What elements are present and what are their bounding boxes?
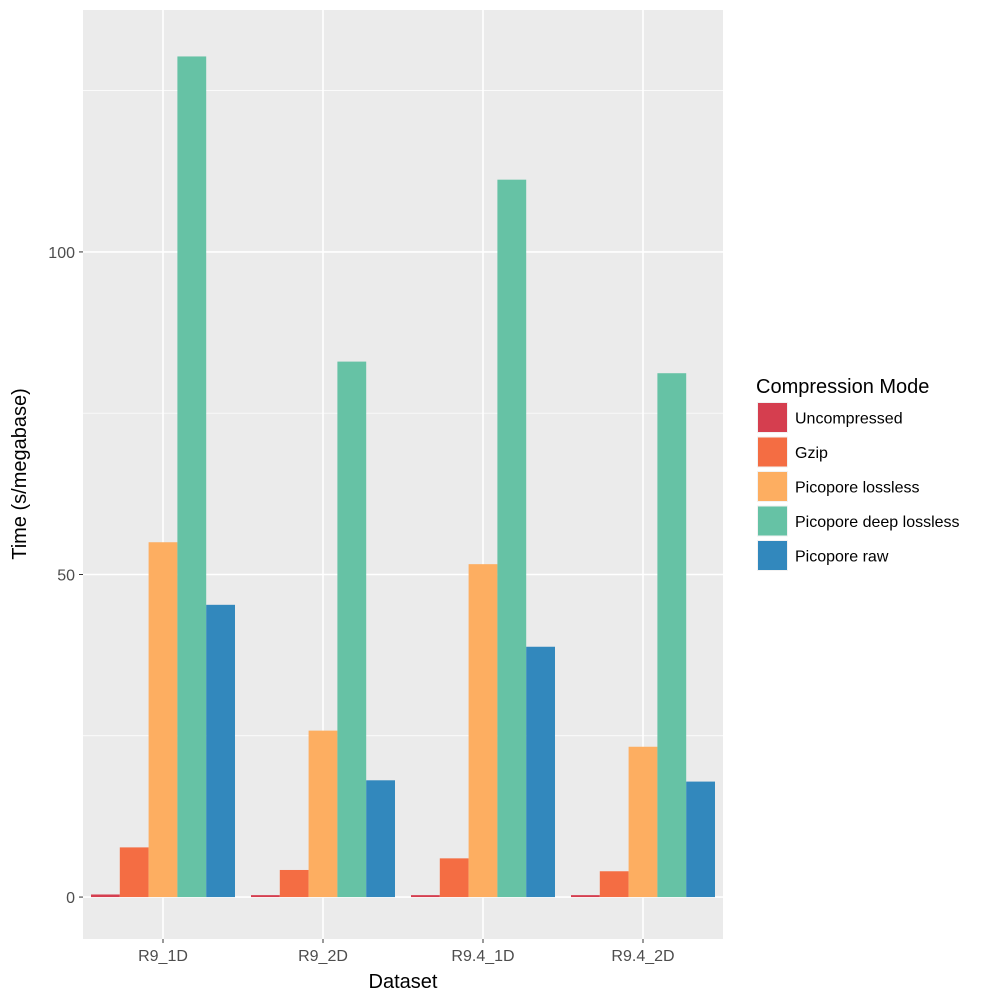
bars (91, 56, 715, 898)
y-tick-label: 50 (57, 567, 75, 584)
bar-picopore-deep-lossless-r9-2d (337, 361, 367, 898)
y-axis-title: Time (s/megabase) (9, 388, 31, 560)
bar-picopore-lossless-r9-4-2d (628, 746, 658, 898)
legend: Compression Mode Uncompressed Gzip Picopor… (756, 376, 960, 571)
bar-picopore-raw-r9-1d (206, 604, 235, 898)
bar-picopore-deep-lossless-r9-1d (177, 56, 207, 898)
bar-gzip-r9-4-1d (439, 858, 469, 898)
bar-uncompressed-r9-4-2d (571, 895, 600, 898)
legend-label: Gzip (795, 445, 828, 462)
legend-label: Picopore raw (795, 549, 889, 566)
bar-uncompressed-r9-1d (91, 894, 120, 898)
bar-gzip-r9-1d (119, 847, 149, 898)
y-tick-label: 0 (66, 890, 75, 907)
bar-picopore-raw-r9-4-2d (686, 781, 715, 898)
x-tick-label: R9_2D (298, 948, 348, 965)
legend-swatch (758, 506, 787, 536)
bar-picopore-lossless-r9-4-1d (468, 564, 498, 898)
x-tick-label: R9.4_1D (451, 948, 514, 965)
legend-swatch (758, 541, 787, 570)
legend-label: Uncompressed (795, 411, 903, 428)
bar-picopore-deep-lossless-r9-4-2d (657, 373, 687, 898)
bar-picopore-lossless-r9-2d (308, 730, 338, 898)
y-axis: 0 50 100 (48, 245, 83, 907)
bar-gzip-r9-4-2d (599, 871, 629, 898)
bar-picopore-raw-r9-4-1d (526, 646, 555, 898)
legend-label: Picopore lossless (795, 480, 920, 497)
x-tick-label: R9.4_2D (611, 948, 674, 965)
legend-label: Picopore deep lossless (795, 514, 960, 531)
bar-gzip-r9-2d (279, 869, 309, 898)
bar-picopore-lossless-r9-1d (148, 542, 178, 898)
x-axis: R9_1D R9_2D R9.4_1D R9.4_2D (138, 939, 675, 965)
bar-uncompressed-r9-4-1d (411, 895, 440, 898)
x-axis-title: Dataset (369, 971, 438, 993)
x-tick-label: R9_1D (138, 948, 188, 965)
y-tick-label: 100 (48, 245, 75, 262)
legend-title: Compression Mode (756, 376, 929, 398)
legend-items: Uncompressed Gzip Picopore lossless Picopor… (757, 402, 960, 571)
bar-picopore-deep-lossless-r9-4-1d (497, 179, 527, 898)
legend-swatch (758, 472, 787, 501)
bar-picopore-raw-r9-2d (366, 780, 395, 898)
legend-swatch (758, 403, 787, 432)
legend-swatch (758, 437, 787, 467)
bar-uncompressed-r9-2d (251, 895, 280, 898)
